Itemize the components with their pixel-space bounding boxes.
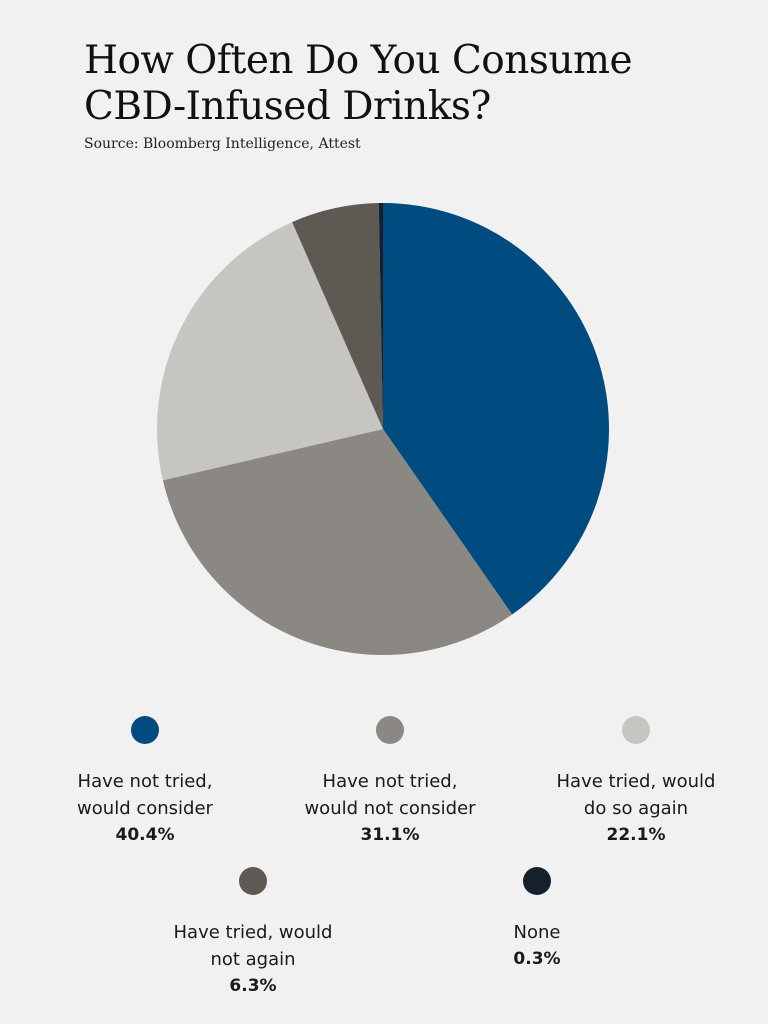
legend-value: 40.4%	[115, 825, 175, 845]
legend-item-have-tried-would-do-so-again: Have tried, would do so again 22.1%	[516, 716, 756, 849]
pie-slice-0	[383, 203, 610, 615]
legend-value: 6.3%	[229, 976, 277, 996]
pie-slice-1	[162, 429, 513, 655]
legend-swatch	[523, 867, 551, 895]
chart-source: Source: Bloomberg Intelligence, Attest	[84, 136, 361, 152]
pie-slice-4	[378, 203, 383, 429]
legend-label: Have not tried, would consider	[77, 771, 213, 819]
legend-label: Have tried, would not again	[173, 922, 333, 970]
pie-chart	[157, 203, 610, 655]
pie-slice-3	[292, 203, 383, 429]
legend-swatch	[376, 716, 404, 744]
legend-value: 0.3%	[513, 949, 561, 969]
chart-title: How Often Do You Consume CBD-Infused Dri…	[84, 38, 633, 129]
legend-swatch	[239, 867, 267, 895]
legend-value: 22.1%	[606, 825, 666, 845]
legend-item-have-tried-would-not-again: Have tried, would not again 6.3%	[133, 867, 373, 1000]
legend-label: Have not tried, would not consider	[304, 771, 476, 819]
legend-label: None	[513, 922, 561, 943]
legend-swatch	[131, 716, 159, 744]
legend-item-none: None 0.3%	[417, 867, 657, 973]
legend-value: 31.1%	[360, 825, 420, 845]
legend-item-have-not-tried-would-consider: Have not tried, would consider 40.4%	[25, 716, 265, 849]
pie-slice-2	[157, 222, 383, 481]
legend-item-have-not-tried-would-not-consider: Have not tried, would not consider 31.1%	[270, 716, 510, 849]
legend-label: Have tried, would do so again	[556, 771, 716, 819]
legend-swatch	[622, 716, 650, 744]
